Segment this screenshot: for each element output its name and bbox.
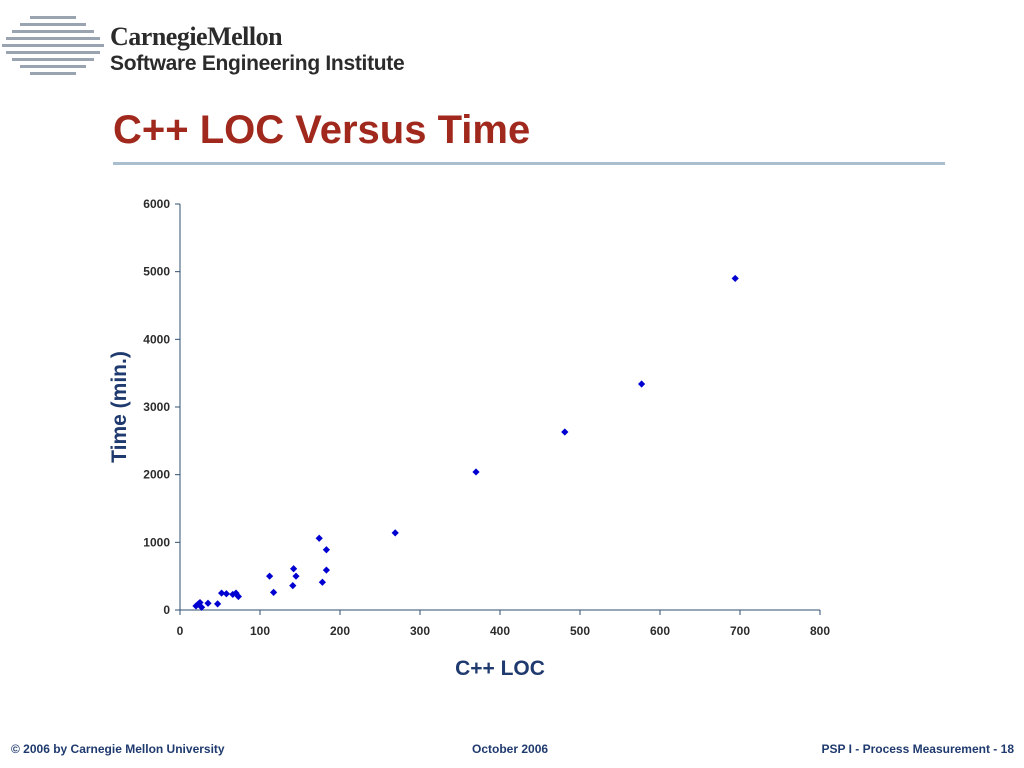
- org-subtitle: Software Engineering Institute: [110, 52, 405, 75]
- data-point: [322, 566, 330, 574]
- data-point: [292, 572, 300, 580]
- x-tick-label: 800: [810, 624, 830, 638]
- x-tick-label: 300: [410, 624, 430, 638]
- data-point: [322, 546, 330, 554]
- data-point: [222, 590, 230, 598]
- data-point: [270, 588, 278, 597]
- scatter-chart: 0 1000 2000 3000 4000 5000 6000 0 100 200 300 400 50…: [108, 197, 830, 680]
- data-point: [315, 534, 323, 542]
- y-tick-label: 6000: [143, 197, 170, 211]
- data-point: [196, 598, 204, 607]
- data-point: [289, 582, 297, 590]
- x-axis-label: C++ LOC: [455, 657, 545, 680]
- data-point: [391, 529, 399, 537]
- data-point: [198, 603, 206, 611]
- slide-title: C++ LOC Versus Time: [113, 108, 531, 152]
- footer-date: October 2006: [472, 742, 549, 756]
- y-tick-label: 2000: [143, 468, 170, 482]
- y-axis-label: Time (min.): [108, 351, 131, 463]
- data-point: [638, 380, 646, 388]
- y-tick-label: 5000: [143, 265, 170, 279]
- data-point: [192, 602, 200, 610]
- footer-slide-info: PSP I - Process Measurement - 18: [821, 742, 1014, 756]
- data-point: [318, 578, 326, 586]
- x-tick-label: 500: [570, 624, 590, 638]
- title-divider: [113, 162, 945, 165]
- x-tick-label: 400: [490, 624, 510, 638]
- footer-copyright: © 2006 by Carnegie Mellon University: [11, 742, 225, 756]
- x-tick-label: 700: [730, 624, 750, 638]
- org-name: CarnegieMellon: [110, 22, 283, 51]
- data-point: [232, 589, 240, 597]
- data-point: [214, 600, 222, 608]
- data-point: [561, 428, 569, 436]
- data-point: [229, 590, 237, 599]
- data-point: [218, 589, 226, 597]
- x-tick-label: 100: [250, 624, 270, 638]
- y-tick-label: 4000: [143, 332, 170, 346]
- data-point: [290, 565, 298, 573]
- data-point: [204, 599, 212, 607]
- data-point: [731, 274, 739, 283]
- y-tick-label: 3000: [143, 400, 170, 414]
- y-tick-label: 0: [163, 603, 170, 617]
- x-tick-label: 200: [330, 624, 350, 638]
- x-tick-label: 0: [177, 624, 184, 638]
- y-tick-label: 1000: [143, 535, 170, 549]
- data-point: [234, 592, 242, 601]
- sei-logo-icon: [2, 16, 104, 75]
- data-point: [472, 468, 480, 476]
- data-point: [266, 572, 274, 580]
- x-tick-label: 600: [650, 624, 670, 638]
